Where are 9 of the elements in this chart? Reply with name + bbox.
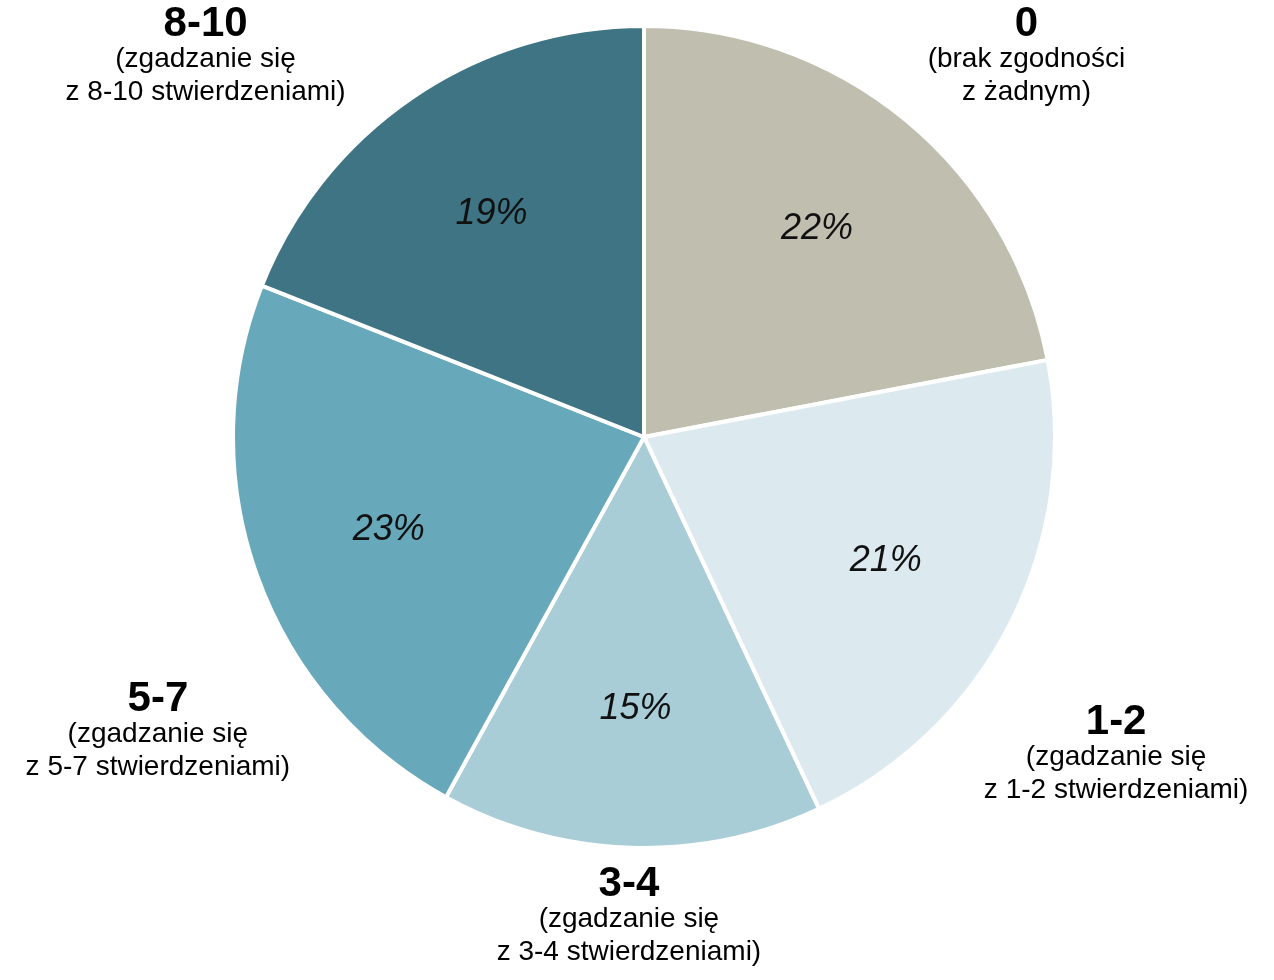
- data-label: 19%: [455, 190, 528, 232]
- data-label: 23%: [351, 506, 425, 548]
- data-label: 22%: [779, 205, 853, 247]
- text: (brak zgodności z żadnym): [927, 42, 1126, 106]
- text: (zgadzanie się z 8-10 stwierdzeniami): [65, 42, 346, 106]
- slice-label: 0: [1014, 0, 1039, 45]
- data-label: 21%: [848, 538, 922, 580]
- slice-label: 8-10: [163, 0, 248, 45]
- data-label: 15%: [599, 686, 672, 728]
